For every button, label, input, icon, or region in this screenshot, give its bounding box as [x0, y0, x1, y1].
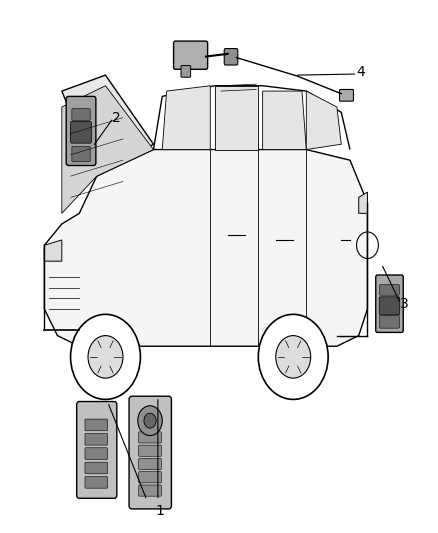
FancyBboxPatch shape: [139, 458, 161, 470]
Circle shape: [71, 314, 141, 399]
FancyBboxPatch shape: [72, 147, 90, 162]
Circle shape: [88, 336, 123, 378]
FancyBboxPatch shape: [66, 96, 96, 165]
FancyBboxPatch shape: [85, 433, 108, 445]
Polygon shape: [62, 75, 153, 176]
Text: 2: 2: [112, 111, 121, 125]
Circle shape: [138, 406, 162, 435]
FancyBboxPatch shape: [72, 109, 90, 120]
Polygon shape: [44, 150, 367, 346]
Polygon shape: [263, 91, 306, 150]
FancyBboxPatch shape: [181, 66, 191, 77]
FancyBboxPatch shape: [224, 49, 238, 65]
FancyBboxPatch shape: [379, 297, 400, 315]
FancyBboxPatch shape: [173, 41, 208, 69]
Polygon shape: [306, 91, 341, 150]
FancyBboxPatch shape: [85, 448, 108, 459]
Circle shape: [144, 413, 156, 428]
FancyBboxPatch shape: [139, 485, 161, 496]
FancyBboxPatch shape: [85, 462, 108, 474]
FancyBboxPatch shape: [376, 275, 403, 333]
Circle shape: [258, 314, 328, 399]
FancyBboxPatch shape: [380, 285, 399, 295]
FancyBboxPatch shape: [129, 396, 171, 509]
Text: 3: 3: [400, 297, 409, 311]
Text: 1: 1: [155, 504, 165, 518]
FancyBboxPatch shape: [380, 316, 399, 328]
FancyBboxPatch shape: [71, 122, 92, 143]
FancyBboxPatch shape: [85, 419, 108, 431]
Polygon shape: [215, 86, 258, 150]
Polygon shape: [359, 192, 367, 213]
FancyBboxPatch shape: [139, 472, 161, 483]
Polygon shape: [162, 86, 210, 150]
Polygon shape: [62, 86, 153, 213]
FancyBboxPatch shape: [139, 432, 161, 443]
Circle shape: [276, 336, 311, 378]
FancyBboxPatch shape: [77, 401, 117, 498]
FancyBboxPatch shape: [85, 477, 108, 488]
FancyBboxPatch shape: [139, 445, 161, 456]
FancyBboxPatch shape: [339, 90, 353, 101]
Text: 4: 4: [357, 66, 365, 79]
Polygon shape: [44, 240, 62, 261]
